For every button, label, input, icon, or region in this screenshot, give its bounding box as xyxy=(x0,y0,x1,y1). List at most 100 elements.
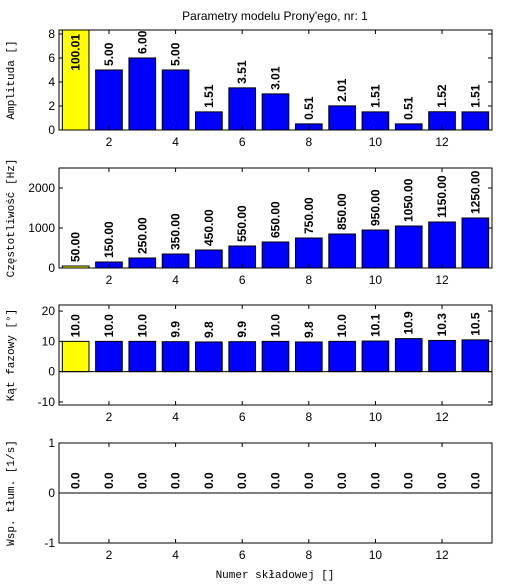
bar xyxy=(195,341,223,373)
bar xyxy=(394,123,423,130)
bar xyxy=(328,340,356,373)
value-label: 0.51 xyxy=(302,96,316,120)
bar xyxy=(294,237,323,268)
x-tick-label: 10 xyxy=(369,410,383,424)
bar xyxy=(95,340,123,373)
x-tick-label: 10 xyxy=(369,135,383,149)
bar xyxy=(461,217,490,268)
value-label: 550.00 xyxy=(235,205,249,242)
value-label: 0.0 xyxy=(302,472,316,489)
bar xyxy=(61,340,90,373)
bar xyxy=(428,339,456,373)
bar xyxy=(95,69,123,130)
value-label: 10.0 xyxy=(69,314,83,338)
x-tick-label: 2 xyxy=(106,135,113,149)
value-label: 1.51 xyxy=(202,84,216,108)
bar xyxy=(128,57,157,130)
y-tick-label: 0 xyxy=(48,365,55,379)
y-tick-label: 10 xyxy=(42,334,56,348)
value-label: 10.1 xyxy=(368,313,382,337)
bar xyxy=(128,340,157,373)
x-tick-label: 8 xyxy=(305,410,312,424)
value-label: 6.00 xyxy=(135,30,149,54)
value-label: 50.00 xyxy=(69,232,83,262)
value-label: 0.0 xyxy=(435,472,449,489)
value-label: 1250.00 xyxy=(468,170,482,214)
x-tick-label: 2 xyxy=(106,410,113,424)
value-label: 650.00 xyxy=(269,201,283,238)
value-label: 10.0 xyxy=(335,314,349,338)
bar xyxy=(328,105,356,130)
bar xyxy=(161,69,190,130)
y-tick-label: 2 xyxy=(48,99,55,113)
x-tick-label: 12 xyxy=(435,135,449,149)
x-tick-label: 6 xyxy=(239,548,246,562)
chart-title: Parametry modelu Prony'ego, nr: 1 xyxy=(182,9,368,23)
bar xyxy=(228,87,257,130)
bar xyxy=(261,241,290,268)
value-label: 9.8 xyxy=(202,321,216,338)
x-tick-label: 2 xyxy=(106,548,113,562)
bar xyxy=(361,340,390,373)
value-label: 100.01 xyxy=(69,34,83,71)
bar xyxy=(361,229,390,268)
bar xyxy=(261,340,290,373)
bar xyxy=(228,245,257,268)
x-tick-label: 4 xyxy=(172,548,179,562)
value-label: 9.9 xyxy=(235,321,249,338)
bar xyxy=(261,93,290,130)
y-axis-label: Kąt fazowy [°] xyxy=(6,309,18,401)
value-label: 0.0 xyxy=(169,472,183,489)
bar xyxy=(228,341,257,373)
x-tick-label: 8 xyxy=(305,273,312,287)
y-tick-label: 20 xyxy=(42,304,56,318)
plot-area: 10.0 10.0 10.0 9.9 9.8 9.9 10.0 9.8 10.0 10.1 10.9… xyxy=(59,311,492,373)
x-tick-label: 4 xyxy=(172,410,179,424)
value-label: 10.5 xyxy=(468,312,482,336)
y-tick-label: 0 xyxy=(48,123,55,137)
x-tick-label: 12 xyxy=(435,410,449,424)
value-label: 850.00 xyxy=(335,193,349,230)
y-axis-label: Częstotliwość [Hz] xyxy=(6,159,18,278)
value-label: 5.00 xyxy=(102,42,116,66)
value-label: 150.00 xyxy=(102,221,116,258)
value-label: 3.51 xyxy=(235,60,249,84)
value-label: 1.52 xyxy=(435,84,449,108)
bar xyxy=(428,221,456,268)
y-tick-label: 8 xyxy=(48,27,55,41)
x-tick-label: 12 xyxy=(435,273,449,287)
y-tick-label: 4 xyxy=(48,75,55,89)
value-label: 9.9 xyxy=(169,321,183,338)
bar xyxy=(195,111,223,130)
x-tick-label: 8 xyxy=(305,548,312,562)
plot-area: 50.00 150.00 250.00 350.00 450.00 550.00 650.0… xyxy=(59,170,492,268)
value-label: 0.0 xyxy=(69,472,83,489)
y-tick-label: 1000 xyxy=(28,221,55,235)
value-label: 3.01 xyxy=(269,66,283,90)
value-label: 250.00 xyxy=(135,217,149,254)
y-tick-label: 2000 xyxy=(28,181,55,195)
bar xyxy=(428,111,456,130)
x-tick-label: 6 xyxy=(239,135,246,149)
x-tick-label: 4 xyxy=(172,273,179,287)
axes-box xyxy=(58,29,493,131)
value-label: 0.0 xyxy=(368,472,382,489)
axes-box xyxy=(58,304,493,406)
x-tick-label: 2 xyxy=(106,273,113,287)
x-tick-label: 10 xyxy=(369,548,383,562)
bar xyxy=(394,225,423,268)
value-label: 0.0 xyxy=(402,472,416,489)
value-label: 5.00 xyxy=(169,42,183,66)
value-label: 1150.00 xyxy=(435,175,449,218)
value-label: 0.0 xyxy=(235,472,249,489)
bar xyxy=(195,249,223,268)
y-tick-label: 1 xyxy=(48,436,55,450)
value-label: 1050.00 xyxy=(402,178,416,222)
bar xyxy=(394,338,423,373)
y-tick-label: 0 xyxy=(48,261,55,275)
value-label: 0.0 xyxy=(335,472,349,489)
value-label: 9.8 xyxy=(302,321,316,338)
x-tick-label: 4 xyxy=(172,135,179,149)
